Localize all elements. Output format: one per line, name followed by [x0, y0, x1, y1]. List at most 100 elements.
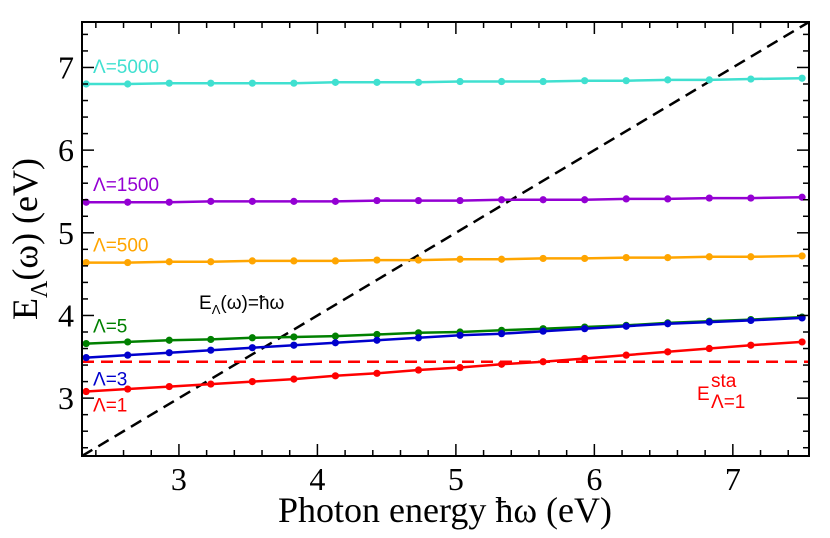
- series-point: [747, 316, 755, 325]
- series-point: [539, 196, 547, 204]
- series-point: [414, 256, 423, 264]
- y-tick-label: 7: [58, 49, 74, 85]
- series-point: [207, 346, 215, 354]
- series-point: [248, 257, 256, 265]
- series-point: [581, 254, 589, 263]
- y-tick-label: 3: [58, 380, 74, 416]
- series-line-5: [86, 340, 803, 393]
- series-point: [539, 77, 547, 86]
- series-point: [539, 254, 547, 263]
- series-point: [165, 198, 173, 206]
- series-point: [664, 254, 672, 262]
- y-axis-title-sub: Λ: [27, 280, 53, 298]
- series-point: [747, 341, 755, 349]
- series-point: [622, 254, 630, 262]
- series-point: [124, 338, 132, 346]
- y-axis-title-main: E: [5, 298, 45, 320]
- series-point: [82, 258, 90, 267]
- series-point: [124, 198, 132, 206]
- series-label-5: Λ=1: [93, 396, 127, 417]
- series-point: [622, 322, 630, 330]
- series-point: [331, 257, 340, 265]
- series-point: [705, 253, 713, 261]
- series-point: [373, 330, 381, 339]
- series-point: [664, 76, 672, 84]
- series-point: [290, 79, 298, 87]
- y-axis-title: EΛ(ω) (eV): [5, 158, 53, 320]
- series-line-1: [86, 196, 803, 204]
- series-point: [165, 382, 173, 391]
- x-tick-label: 5: [448, 461, 464, 497]
- series-point: [705, 344, 713, 353]
- series-point: [747, 75, 755, 83]
- series-point: [664, 348, 672, 356]
- diagonal-annotation: EΛ(ω)=ħω: [199, 293, 285, 317]
- series-point: [497, 196, 506, 204]
- series-point: [414, 78, 423, 86]
- series-point: [82, 354, 90, 362]
- series-point: [331, 372, 340, 380]
- series-point: [539, 358, 547, 366]
- series-point: [290, 197, 298, 205]
- series-point: [124, 351, 132, 359]
- series-point: [497, 360, 506, 368]
- series-label-1: Λ=1500: [93, 175, 159, 196]
- series-point: [456, 77, 464, 86]
- series-point: [414, 196, 423, 205]
- series-point: [248, 79, 256, 87]
- series-point: [373, 336, 381, 344]
- y-tick-label: 5: [58, 215, 74, 251]
- series-line-3: [86, 315, 803, 345]
- series-point: [798, 74, 806, 82]
- series-point: [664, 195, 672, 203]
- series-point: [124, 385, 132, 393]
- series-point: [331, 78, 340, 86]
- series-point: [622, 351, 630, 359]
- series-point: [456, 255, 464, 263]
- series-point: [497, 255, 506, 263]
- series-point: [165, 79, 173, 87]
- x-tick-label: 6: [586, 461, 602, 497]
- static-energy-annotation-main: E: [697, 384, 710, 405]
- series-point: [798, 338, 806, 346]
- series-point: [248, 334, 256, 342]
- series-point: [705, 194, 713, 202]
- series-point: [124, 258, 132, 267]
- series-point: [622, 195, 630, 203]
- series-point: [207, 258, 215, 266]
- series-point: [747, 194, 755, 202]
- series-point: [581, 77, 589, 85]
- series-point: [747, 253, 755, 261]
- y-axis-title-tail: (ω) (eV): [5, 158, 45, 281]
- x-tick-label: 3: [171, 461, 187, 497]
- series-line-0: [86, 76, 803, 86]
- series-point: [705, 318, 713, 326]
- series-point: [248, 378, 256, 386]
- series-point: [207, 380, 215, 388]
- static-energy-annotation-sub: Λ=1: [711, 392, 745, 413]
- series-point: [165, 336, 173, 344]
- series-point: [124, 80, 132, 88]
- series-point: [331, 332, 340, 340]
- tick-layer: 3 4 5 6 7 3 4 5 6 7: [58, 22, 809, 497]
- series-point: [373, 256, 381, 264]
- y-tick-label: 4: [58, 297, 74, 333]
- label-layer: Λ=5000 Λ=1500 Λ=500 Λ=5 Λ=3 Λ=1: [93, 57, 159, 417]
- series-point: [290, 333, 298, 341]
- series-point: [373, 196, 381, 205]
- series-point: [581, 354, 589, 363]
- series-label-2: Λ=500: [93, 236, 149, 257]
- series-point: [622, 77, 630, 85]
- series-line-2: [86, 254, 803, 264]
- series-point: [539, 327, 547, 335]
- y-tick-label: 6: [58, 132, 74, 168]
- x-axis-title: Photon energy ħω (eV): [278, 490, 612, 530]
- series-point: [581, 196, 589, 204]
- series-point: [207, 335, 215, 344]
- series-point: [331, 339, 340, 347]
- series-point: [82, 339, 90, 348]
- series-point: [331, 197, 340, 205]
- series-point: [497, 77, 506, 86]
- series-point: [207, 197, 215, 205]
- plot-frame: [81, 21, 810, 457]
